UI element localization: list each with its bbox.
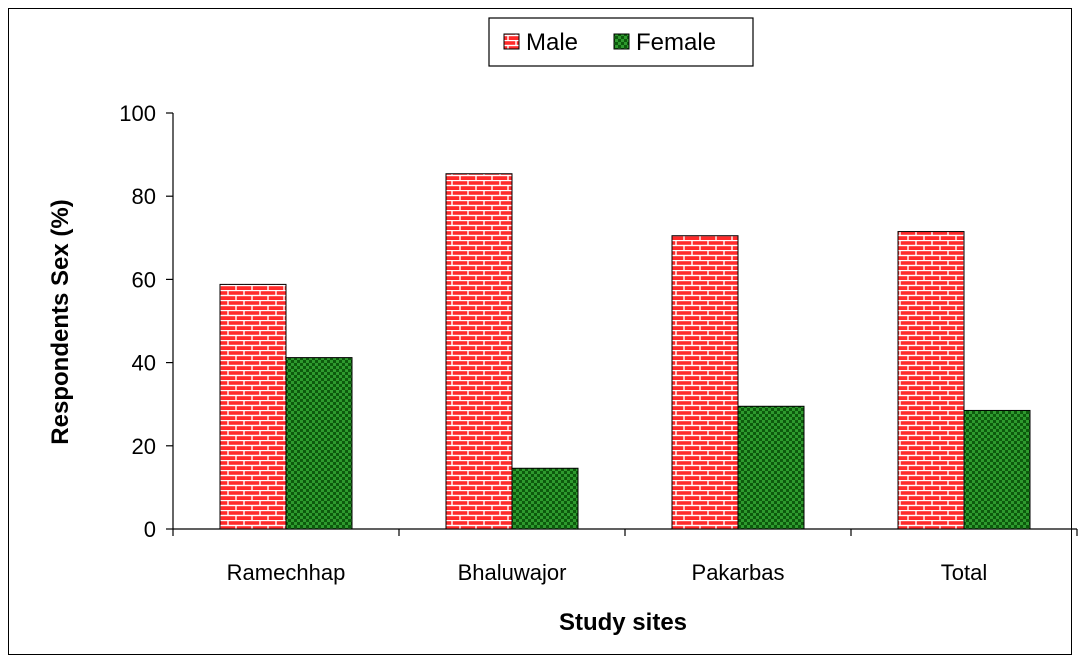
x-axis-title: Study sites [559, 609, 687, 636]
bar-male-bhaluwajor [445, 173, 513, 530]
bar-female-ramechhap [285, 357, 353, 530]
y-tick-label: 80 [132, 184, 156, 209]
plot-area: 0 20 40 60 80 100 Ramechhap Bhaluwajor Pakarbas T… [119, 101, 1078, 585]
y-tick-label: 20 [132, 434, 156, 459]
legend: Male Female [488, 17, 754, 67]
legend-swatch-male [503, 33, 520, 50]
x-tick-label: Pakarbas [692, 560, 785, 585]
y-tick-label: 0 [144, 517, 156, 542]
y-tick-label: 40 [132, 351, 156, 376]
y-axis-title: Respondents Sex (%) [47, 199, 74, 444]
legend-label-female: Female [636, 29, 716, 56]
x-tick-label: Total [941, 560, 987, 585]
x-tick-label: Bhaluwajor [458, 560, 567, 585]
y-tick-label: 60 [132, 267, 156, 292]
bar-female-pakarbas [737, 405, 805, 530]
y-tick-label: 100 [119, 101, 156, 126]
legend-swatch-female [613, 33, 630, 50]
bar-female-bhaluwajor [511, 467, 579, 530]
legend-label-male: Male [526, 29, 578, 56]
bar-female-total [963, 409, 1031, 530]
bar-male-total [897, 231, 965, 530]
bar-male-ramechhap [219, 283, 287, 530]
bar-male-pakarbas [671, 235, 739, 530]
chart-frame [8, 8, 1072, 655]
x-tick-label: Ramechhap [227, 560, 346, 585]
